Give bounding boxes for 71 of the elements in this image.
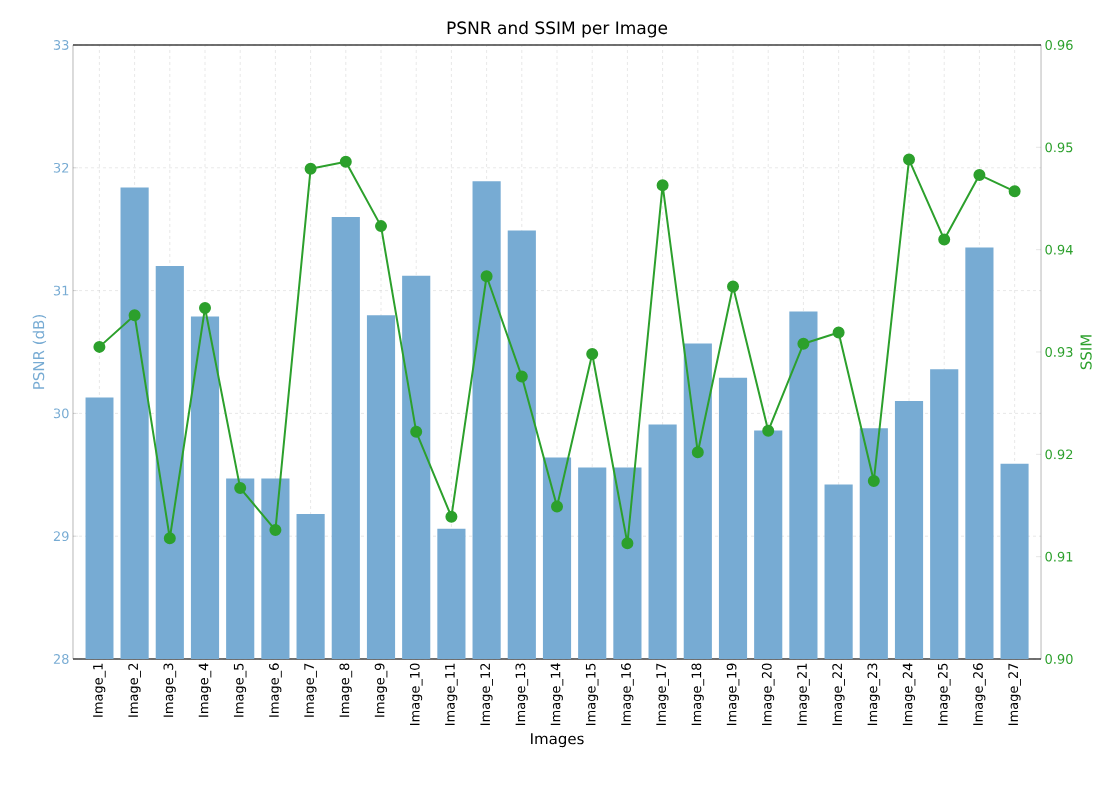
y2-tick-label: 0.91: [1045, 551, 1073, 562]
x-tick-label: Image_20: [761, 663, 775, 726]
x-tick-label: Image_7: [304, 663, 317, 717]
y2-tick-label: 0.95: [1045, 142, 1073, 153]
x-tick-label: Image_4: [198, 663, 212, 717]
y2-tick-label: 0.92: [1045, 449, 1073, 460]
x-tick-label: Image_25: [937, 663, 951, 726]
x-tick-label: Image_3: [163, 663, 177, 717]
point: [234, 482, 247, 495]
point: [727, 280, 740, 293]
y2-tick-label: 0.96: [1045, 40, 1073, 50]
y-tick-label: 29: [53, 531, 69, 542]
x-tick-label: Image_9: [374, 663, 388, 717]
point: [445, 510, 458, 523]
y2-tick-label: 0.94: [1045, 244, 1073, 255]
point: [797, 337, 810, 350]
x-tick-label: Image_21: [797, 663, 810, 726]
y2-tick-label: 0.93: [1045, 347, 1073, 357]
point: [551, 500, 564, 513]
x-tick-label: Image_26: [973, 663, 986, 726]
x-tick-label: Image_11: [445, 663, 458, 726]
point: [938, 233, 951, 246]
x-tick-label: Image_6: [269, 663, 282, 717]
x-tick-label: Image_16: [621, 663, 634, 726]
x-tick-label: Image_10: [409, 663, 423, 726]
x-tick-label: Image_18: [691, 663, 705, 726]
x-tick-label: Image_15: [585, 663, 599, 726]
point: [832, 326, 845, 339]
x-tick-label: Image_1: [93, 663, 106, 717]
point: [586, 348, 599, 361]
point: [163, 532, 176, 545]
x-axis-title: Images: [531, 733, 584, 748]
point: [93, 340, 106, 353]
x-tick-label: Image_27: [1008, 663, 1021, 726]
point: [621, 537, 634, 550]
y-tick-label: 33: [53, 40, 69, 50]
point: [304, 162, 317, 175]
x-tick-label: Image_2: [128, 663, 141, 717]
point: [339, 155, 352, 168]
point: [515, 370, 528, 383]
point: [867, 474, 880, 487]
point: [410, 425, 423, 438]
x-tick-label: Image_17: [656, 663, 669, 726]
point: [1008, 185, 1021, 198]
x-tick-label: Image_8: [339, 663, 353, 717]
point: [375, 220, 388, 233]
y-axis-title: PSNR (dB): [32, 315, 47, 389]
y-tick-label: 32: [53, 162, 69, 173]
x-tick-label: Image_22: [832, 663, 845, 726]
y-tick-label: 30: [53, 408, 69, 419]
point: [973, 168, 986, 181]
point: [269, 524, 282, 537]
y-tick-label: 31: [53, 285, 69, 296]
point: [480, 270, 493, 283]
x-tick-label: Image_12: [480, 663, 493, 726]
x-tick-label: Image_23: [867, 663, 881, 726]
point: [656, 179, 669, 192]
x-tick-label: Image_13: [515, 663, 529, 726]
chart-title: PSNR and SSIM per Image: [447, 21, 668, 38]
y2-tick-label: 0.90: [1045, 654, 1073, 664]
point: [199, 301, 211, 314]
point: [762, 424, 775, 437]
x-tick-label: Image_5: [233, 663, 247, 717]
point: [691, 446, 704, 459]
y-tick-label: 28: [53, 654, 69, 664]
point: [903, 153, 916, 166]
point: [128, 309, 141, 322]
x-tick-label: Image_24: [902, 663, 916, 726]
x-tick-label: Image_19: [726, 663, 740, 726]
x-tick-label: Image_14: [550, 663, 564, 726]
y2-axis-title: SSIM: [1080, 335, 1092, 370]
